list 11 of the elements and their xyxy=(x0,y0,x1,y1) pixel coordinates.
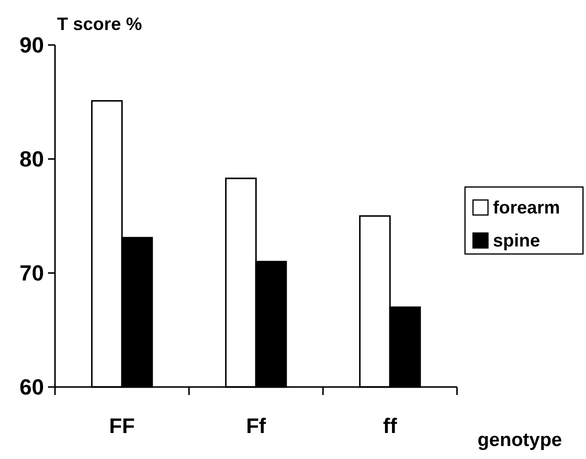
y-tick-label: 80 xyxy=(20,146,44,172)
x-tick-label: FF xyxy=(109,415,135,438)
x-axis-title: genotype xyxy=(478,430,562,451)
y-tick-label: 90 xyxy=(20,32,44,58)
y-tick-label: 70 xyxy=(20,260,44,286)
x-tick-label: ff xyxy=(383,415,398,438)
legend-label: forearm xyxy=(493,197,560,218)
x-tick-label: Ff xyxy=(246,415,267,438)
y-tick-label: 60 xyxy=(20,374,44,400)
legend-label: spine xyxy=(493,230,540,250)
y-axis-title: T score % xyxy=(57,14,142,34)
